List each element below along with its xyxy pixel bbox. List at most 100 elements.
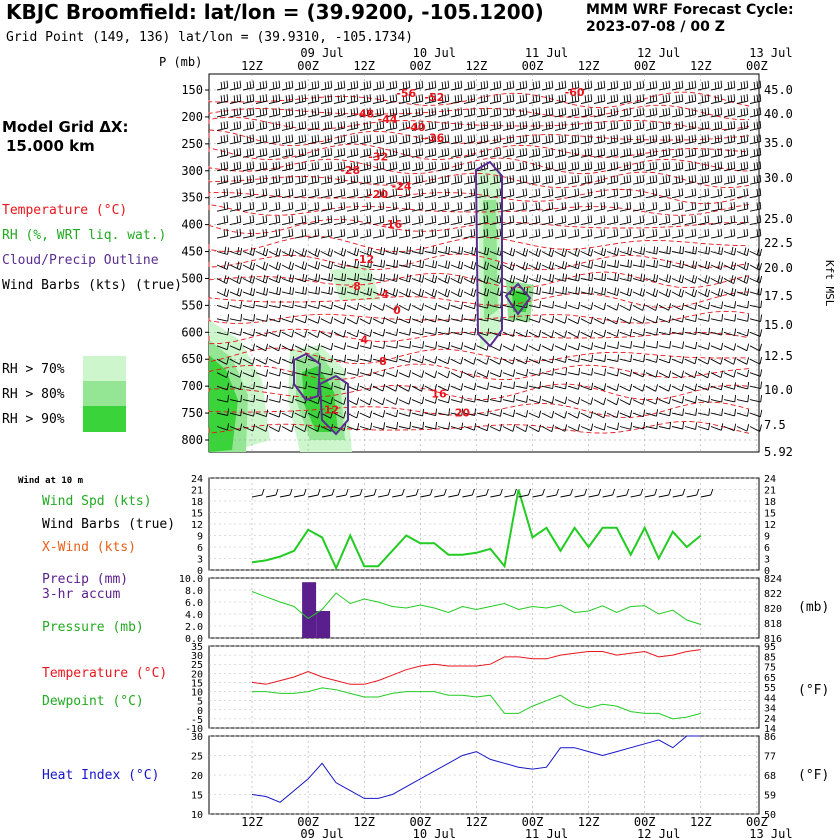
wind-barb bbox=[268, 134, 281, 145]
wind-barb bbox=[320, 121, 333, 131]
wind-barb bbox=[437, 161, 450, 172]
wind-barb bbox=[333, 188, 346, 199]
wind-barb bbox=[398, 80, 411, 91]
wind-barb bbox=[411, 161, 424, 172]
wind-barb bbox=[437, 94, 450, 104]
top-day-label: 10 Jul bbox=[413, 46, 456, 60]
wind-barb bbox=[437, 314, 451, 323]
wind-barb bbox=[333, 286, 347, 296]
wind-barb bbox=[619, 383, 633, 392]
wind-barb bbox=[385, 287, 399, 297]
wind-barb bbox=[645, 215, 658, 226]
surface-wind-barb bbox=[532, 488, 545, 498]
wind-barb bbox=[437, 408, 451, 416]
wind-barb bbox=[346, 161, 359, 172]
wind-barb bbox=[736, 228, 749, 239]
wind-barb bbox=[606, 287, 620, 296]
wind-barb bbox=[476, 201, 489, 212]
wind-barb bbox=[255, 287, 269, 296]
wind-barb bbox=[619, 410, 633, 418]
top-hour-label: 12Z bbox=[353, 59, 375, 73]
wind-barb bbox=[242, 174, 255, 185]
wind-speed-right-tick: 12 bbox=[764, 520, 776, 531]
legend-precip: Precip (mm) bbox=[42, 572, 129, 587]
wind-barb bbox=[580, 286, 594, 296]
wind-barb bbox=[242, 409, 256, 417]
wind-barb bbox=[346, 147, 359, 158]
wind-barb bbox=[593, 247, 607, 257]
wind-barb bbox=[710, 301, 724, 310]
wind-barb bbox=[710, 147, 723, 158]
wind-barb bbox=[580, 368, 594, 376]
wind-barb bbox=[307, 260, 321, 270]
wind-barb bbox=[645, 355, 659, 363]
wind-barb bbox=[242, 188, 255, 199]
wind-barb bbox=[723, 275, 737, 284]
height-tick-label: 35.0 bbox=[764, 136, 793, 150]
wind-barb bbox=[515, 343, 529, 352]
temperature-label: 12 bbox=[324, 404, 339, 417]
wind-barb bbox=[229, 147, 242, 158]
temperature-label: -48 bbox=[354, 107, 374, 120]
wind-barb bbox=[489, 228, 502, 239]
wind-barb bbox=[528, 188, 541, 199]
wind-barb bbox=[385, 259, 399, 268]
wind-barb bbox=[255, 300, 269, 309]
wind-barb bbox=[268, 381, 282, 389]
top-day-label: 12 Jul bbox=[637, 46, 680, 60]
wind-barb bbox=[346, 273, 360, 282]
wind-barb bbox=[255, 343, 269, 352]
wind-barb bbox=[450, 174, 463, 185]
wind-barb bbox=[697, 314, 711, 322]
legend-temperature: Temperature (°C) bbox=[2, 203, 128, 218]
wind-barb bbox=[242, 107, 255, 118]
wind-barb bbox=[697, 188, 710, 199]
wind-barb bbox=[424, 215, 437, 226]
wind-barb bbox=[281, 161, 294, 172]
wind-barb bbox=[554, 367, 568, 376]
wind-barb bbox=[346, 134, 359, 145]
wind-barb bbox=[684, 383, 698, 392]
wind-barb bbox=[268, 395, 282, 403]
top-day-label: 11 Jul bbox=[525, 46, 568, 60]
wind-barb bbox=[385, 94, 398, 104]
wind-speed-right-tick: 21 bbox=[764, 486, 776, 497]
wind-barb bbox=[359, 228, 372, 239]
wind-barb bbox=[567, 107, 580, 118]
wind-barb bbox=[437, 422, 451, 430]
wind-barb bbox=[294, 410, 308, 419]
wind-barb bbox=[424, 302, 438, 311]
wind-barb bbox=[632, 161, 645, 172]
wind-barb bbox=[411, 228, 424, 239]
wind-barb bbox=[411, 288, 425, 298]
wind-barb bbox=[632, 94, 645, 104]
wind-barb bbox=[463, 327, 477, 336]
wind-barb bbox=[619, 107, 632, 118]
wind-barb bbox=[307, 188, 320, 199]
temperature-label: 16 bbox=[431, 387, 447, 400]
wind-barb bbox=[697, 275, 711, 284]
wind-barb bbox=[606, 422, 620, 431]
wind-barb bbox=[385, 316, 399, 324]
wind-barb bbox=[671, 201, 684, 212]
wind-barb bbox=[255, 161, 268, 172]
rh70-swatch bbox=[83, 356, 126, 381]
wind-barb bbox=[749, 314, 763, 323]
wind-barb bbox=[216, 121, 229, 131]
top-hour-label: 12Z bbox=[690, 59, 712, 73]
wind-barb bbox=[398, 161, 411, 172]
wind-barb bbox=[255, 394, 269, 403]
wind-barb bbox=[710, 328, 724, 336]
wind-barb bbox=[229, 188, 242, 199]
wind-barb bbox=[528, 261, 542, 271]
wind-barb bbox=[606, 329, 620, 337]
wind-barb bbox=[333, 228, 346, 239]
wind-barb bbox=[567, 382, 581, 390]
wind-barb bbox=[255, 188, 268, 199]
pressure-tick-label: 500 bbox=[181, 271, 203, 285]
wind-barb bbox=[736, 300, 750, 309]
wind-barb bbox=[268, 424, 282, 432]
wind-barb bbox=[658, 341, 672, 349]
legend-wind-barbs-true: Wind Barbs (true) bbox=[42, 517, 176, 532]
precip-tick-label: 6.0 bbox=[185, 598, 203, 609]
